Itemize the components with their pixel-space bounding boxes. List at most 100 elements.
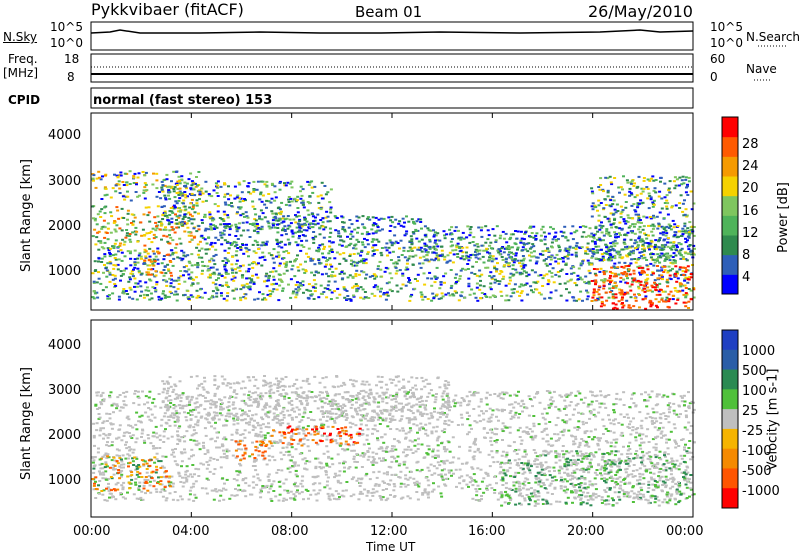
power-cell [306, 255, 310, 258]
power-cell [154, 221, 158, 224]
velocity-cell [106, 477, 110, 480]
power-cell [548, 270, 552, 273]
velocity-cell [168, 424, 172, 427]
power-cell [663, 196, 667, 199]
velocity-cell [371, 464, 375, 466]
velocity-cell [470, 466, 474, 469]
power-cell [174, 251, 178, 254]
velocity-cell [362, 395, 366, 398]
velocity-cell [549, 404, 553, 407]
power-cell [168, 290, 172, 293]
power-cell [183, 205, 187, 208]
power-cell [629, 238, 633, 241]
power-cell [160, 205, 164, 208]
power-cell [154, 255, 158, 258]
power-cell [143, 234, 147, 236]
power-cell [371, 232, 375, 235]
velocity-cell [283, 489, 287, 492]
power-cell [397, 259, 401, 262]
power-cell [365, 239, 369, 242]
velocity-cell [517, 402, 521, 405]
power-cell [154, 274, 158, 277]
power-cell [171, 264, 175, 267]
power-cell [665, 296, 669, 299]
power-cell [116, 209, 120, 212]
velocity-cell [474, 480, 478, 483]
power-cell [214, 225, 217, 228]
velocity-cell [286, 422, 290, 425]
velocity-cell [302, 432, 306, 435]
power-cell [287, 283, 290, 286]
velocity-cell [622, 404, 626, 406]
velocity-cell [597, 448, 601, 451]
power-cell [438, 287, 442, 290]
velocity-cell [606, 495, 610, 498]
power-cell [638, 294, 641, 296]
velocity-cell [633, 475, 637, 478]
power-cell [649, 217, 653, 220]
power-cell [272, 278, 276, 281]
velocity-cell [376, 430, 380, 433]
power-cell [299, 282, 302, 284]
power-cell [449, 287, 453, 289]
power-cell [190, 277, 194, 280]
velocity-cell [101, 493, 105, 496]
power-cell [346, 298, 350, 301]
velocity-cell [268, 395, 272, 398]
velocity-cell [576, 402, 580, 405]
velocity-cell [615, 392, 619, 395]
power-cell [295, 226, 299, 229]
power-cell [637, 175, 641, 178]
power-cell [163, 210, 167, 213]
power-cell [651, 234, 655, 237]
power-cell [262, 255, 266, 258]
power-cell [247, 182, 251, 185]
power-cell [334, 229, 338, 232]
power-cell [648, 248, 651, 251]
power-cell [434, 257, 438, 260]
velocity-cell [171, 412, 175, 415]
power-cell [499, 234, 503, 237]
power-cell [161, 190, 165, 193]
power-cell [658, 274, 662, 277]
velocity-cell [176, 430, 179, 433]
power-cell [164, 198, 168, 201]
power-cell [448, 251, 452, 254]
power-cell [277, 256, 281, 259]
power-cell [536, 280, 540, 283]
power-cell [687, 176, 691, 179]
power-cell [126, 195, 130, 198]
power-cell [385, 291, 389, 294]
power-cell [178, 221, 182, 224]
power-cell [376, 267, 380, 270]
power-cell [143, 248, 147, 251]
power-cell [239, 296, 242, 299]
velocity-cell [574, 394, 578, 397]
power-cell [303, 271, 307, 274]
velocity-cell [194, 480, 198, 483]
velocity-cell [318, 391, 322, 394]
power-cell [382, 217, 386, 220]
power-cell [632, 305, 636, 308]
power-cell [592, 234, 596, 237]
velocity-cell [554, 439, 558, 442]
power-cell [629, 289, 633, 292]
power-cell [684, 208, 688, 211]
velocity-cell [242, 399, 246, 402]
power-cell [374, 216, 378, 219]
velocity-cell [284, 478, 288, 481]
power-cell [171, 239, 175, 242]
velocity-cell [571, 475, 575, 478]
velocity-cell [431, 455, 435, 458]
power-cell [251, 224, 255, 226]
power-cell [605, 299, 609, 302]
velocity-cell [437, 435, 441, 438]
power-cell [322, 228, 326, 231]
power-cell [507, 245, 511, 247]
velocity-cell [372, 491, 376, 494]
velocity-cell [361, 397, 365, 400]
power-cell [235, 244, 239, 246]
velocity-cell [194, 423, 198, 426]
power-cell [162, 205, 166, 208]
velocity-cell [564, 422, 568, 425]
